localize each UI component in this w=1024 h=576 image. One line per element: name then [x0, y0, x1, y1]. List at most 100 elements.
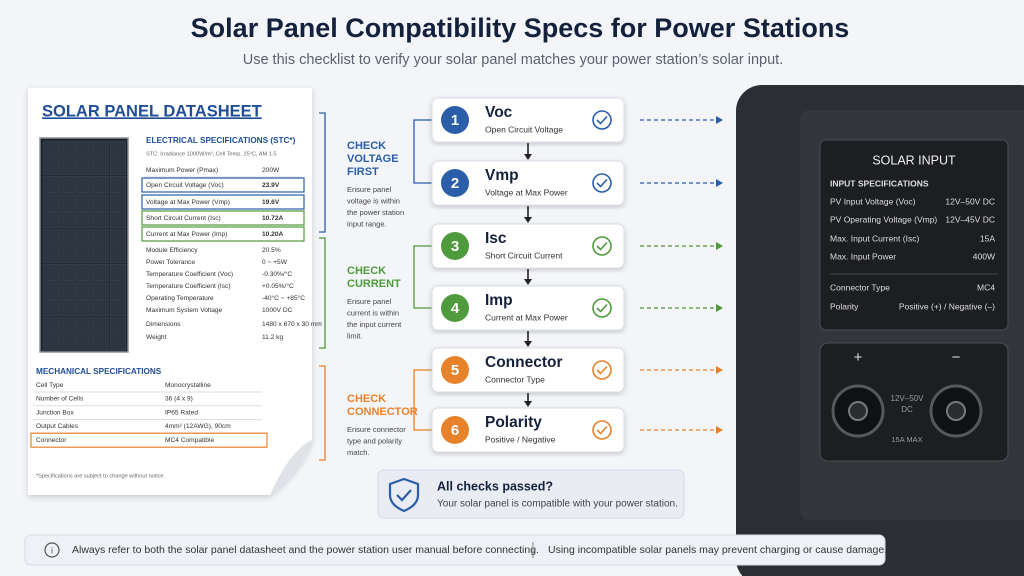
panel-cell [109, 193, 127, 211]
panel-cell [109, 334, 127, 352]
spec-highlight [141, 194, 305, 210]
step-number: 4 [451, 300, 460, 317]
panel-cell [93, 263, 110, 281]
step-arrowhead [524, 341, 532, 347]
step-number-circle [441, 106, 469, 134]
port-pin [946, 401, 966, 421]
step-desc: Voltage at Max Power [485, 187, 568, 197]
spec-label: Temperature Coefficient (Isc) [146, 283, 231, 290]
spec-label: Voltage at Max Power (Vmp) [146, 199, 230, 206]
group-title: CONNECTOR [347, 406, 418, 418]
step-number-circle [441, 232, 469, 260]
panel-cell [109, 158, 127, 176]
group-text: input range. [347, 219, 387, 228]
panel-cell [42, 281, 59, 299]
panel-cell [93, 140, 110, 158]
group-text: current is within [347, 308, 399, 317]
panel-cell [76, 246, 93, 264]
input-label: PV Operating Voltage (Vmp) [830, 214, 937, 224]
panel-cell [42, 158, 59, 176]
panel-cell [109, 263, 127, 281]
group-title: CHECK [347, 265, 386, 277]
result-title: All checks passed? [437, 479, 553, 493]
mechanical-heading: MECHANICAL SPECIFICATIONS [36, 367, 162, 376]
connector-arrowhead [716, 242, 723, 250]
spec-value: Monocrystalline [165, 382, 211, 389]
panel-cell [76, 211, 93, 229]
panel-cell [42, 246, 59, 264]
connector-arrowhead [716, 366, 723, 374]
spec-highlight [30, 432, 268, 448]
panel-cell [109, 228, 127, 246]
group-text: the power station [347, 208, 404, 217]
spec-value: 200W [262, 167, 280, 174]
check-circle [592, 173, 612, 193]
panel-cell [59, 263, 76, 281]
check-circle [592, 236, 612, 256]
panel-cell [42, 175, 59, 193]
spec-label: Power Tolerance [146, 259, 195, 266]
input-value: 12V–50V DC [945, 196, 995, 206]
panel-cell [76, 334, 93, 352]
step-box [431, 97, 625, 143]
step-number: 2 [451, 175, 459, 192]
step-arrowhead [524, 154, 532, 160]
panel-cell [93, 193, 110, 211]
step-desc: Open Circuit Voltage [485, 124, 563, 134]
input-label: Max. Input Current (Isc) [830, 233, 919, 243]
spec-value: -40°C ~ +85°C [262, 294, 305, 302]
panel-cell [59, 193, 76, 211]
panel-cell [59, 175, 76, 193]
ports [831, 384, 983, 438]
group-title: CHECK [347, 393, 386, 405]
step-number-circle [441, 416, 469, 444]
group-bracket [319, 112, 326, 233]
input-label: Polarity [830, 301, 859, 311]
group-title: CHECK [347, 140, 386, 152]
spec-label: Cell Type [36, 382, 64, 389]
spec-value: -0.30%/°C [262, 270, 292, 278]
step-arrowhead [524, 217, 532, 223]
panel-cell [93, 175, 110, 193]
spec-label: Junction Box [36, 409, 74, 416]
step-number: 3 [451, 238, 459, 255]
footnote: *Specifications are subject to change wi… [36, 473, 165, 479]
panel-cell [42, 228, 59, 246]
spec-value: +0.05%/°C [262, 282, 294, 290]
panel-cell [76, 281, 93, 299]
electrical-heading: ELECTRICAL SPECIFICATIONS (STC*) [146, 136, 296, 145]
spec-label: Temperature Coefficient (Voc) [146, 271, 233, 278]
group-text: the input current [347, 320, 402, 329]
spec-value: 11.2 kg [262, 334, 283, 341]
step-number: 5 [451, 362, 459, 379]
group-text: voltage is within [347, 196, 400, 205]
panel-cell [76, 228, 93, 246]
spec-value: 23.9V [262, 182, 280, 189]
input-panel [819, 139, 1009, 331]
check-circle [592, 420, 612, 440]
panel-cell [76, 175, 93, 193]
panel-cell [93, 316, 110, 334]
group-title: VOLTAGE [347, 153, 399, 165]
step-desc: Connector Type [485, 374, 545, 384]
panel-cell [59, 228, 76, 246]
group-text: match. [347, 448, 370, 457]
spec-value: IP65 Rated [165, 409, 198, 416]
result-text: Your solar panel is compatible with your… [437, 499, 678, 510]
panel-cell [76, 316, 93, 334]
shield-icon [388, 477, 420, 513]
spec-highlight [141, 177, 305, 193]
check-circle [592, 360, 612, 380]
footer-left: Always refer to both the solar panel dat… [72, 544, 539, 556]
panel-cell [109, 246, 127, 264]
check-mark [596, 365, 608, 375]
port-pin [848, 401, 868, 421]
shield-check [396, 489, 412, 502]
connector-arrowhead [716, 304, 723, 312]
step-box [431, 160, 625, 206]
group-text: Ensure connector [347, 425, 406, 434]
step-number-circle [441, 169, 469, 197]
panel-cell [76, 299, 93, 317]
footer-box [24, 534, 886, 566]
